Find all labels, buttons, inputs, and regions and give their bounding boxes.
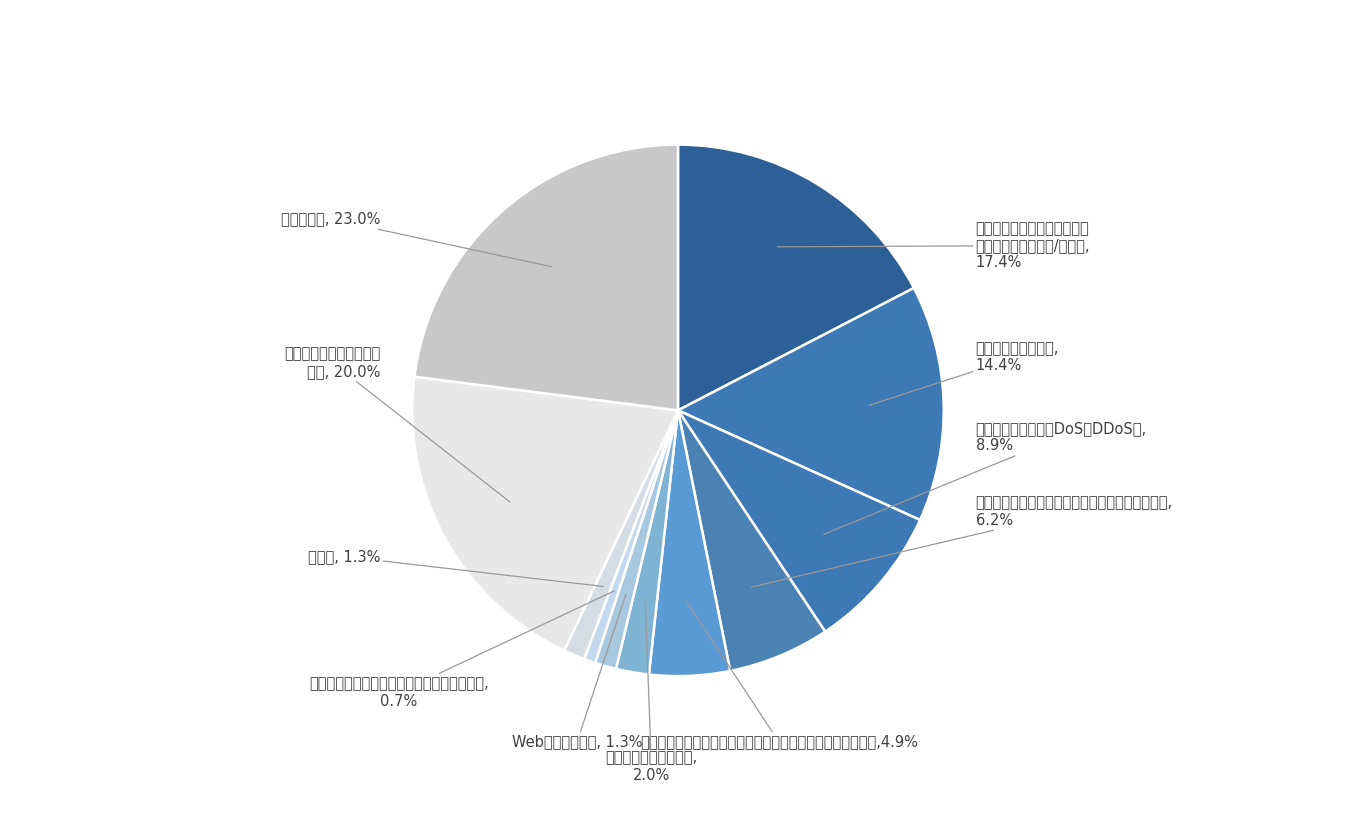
Text: 機密情報の窃取・暴露,
2.0%: 機密情報の窃取・暴露, 2.0%	[605, 599, 697, 783]
Wedge shape	[678, 410, 921, 631]
Text: ビジネスメール詐欺,
14.4%: ビジネスメール詐欺, 14.4%	[869, 341, 1059, 405]
Text: サービス不正使用（不正購入・不正カード利用）,
6.2%: サービス不正使用（不正購入・不正カード利用）, 6.2%	[751, 495, 1173, 587]
Text: 被害コストの見当がつか
ない, 20.0%: 被害コストの見当がつか ない, 20.0%	[285, 346, 510, 502]
Text: Webサイト改ざん, 1.3%: Webサイト改ざん, 1.3%	[511, 595, 643, 750]
Text: わからない, 23.0%: わからない, 23.0%	[281, 212, 552, 267]
Wedge shape	[678, 410, 826, 671]
Wedge shape	[678, 288, 944, 520]
Text: 他社侵入の踏み台として自社システムを利用,
0.7%: 他社侵入の踏み台として自社システムを利用, 0.7%	[309, 590, 614, 709]
Wedge shape	[595, 410, 678, 669]
Text: ランサムウェア攻撃（脅迫・
恐喝・データ改ざん/破壊）,
17.4%: ランサムウェア攻撃（脅迫・ 恐喝・データ改ざん/破壊）, 17.4%	[777, 221, 1090, 270]
Text: サービス妨害攻撃（DoS、DDoS）,
8.9%: サービス妨害攻撃（DoS、DDoS）, 8.9%	[824, 420, 1147, 535]
Text: スパムメール送信の踏み台として自社メールシステムを利用,4.9%: スパムメール送信の踏み台として自社メールシステムを利用,4.9%	[640, 601, 918, 750]
Wedge shape	[564, 410, 678, 659]
Wedge shape	[415, 144, 678, 410]
Wedge shape	[412, 377, 678, 651]
Wedge shape	[616, 410, 678, 675]
Wedge shape	[650, 410, 730, 676]
Wedge shape	[584, 410, 678, 663]
Text: その他, 1.3%: その他, 1.3%	[308, 549, 603, 586]
Wedge shape	[678, 144, 914, 410]
